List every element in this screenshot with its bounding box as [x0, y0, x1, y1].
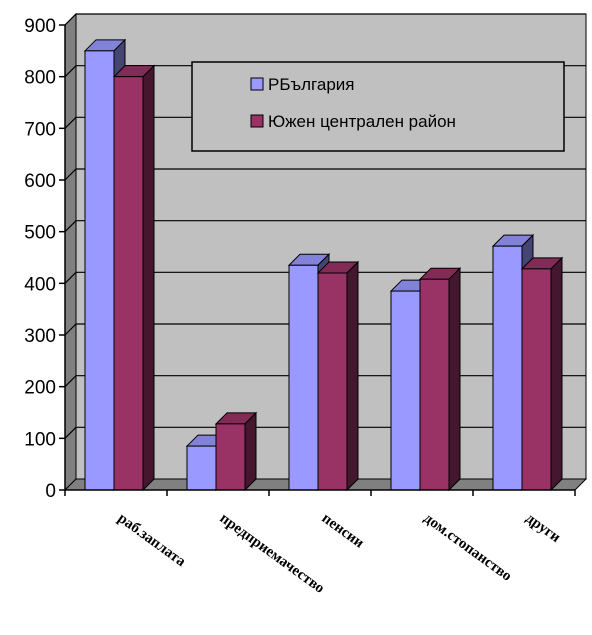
category-label: предприемачество [217, 510, 328, 597]
bar-side [244, 411, 257, 492]
y-axis [59, 24, 66, 491]
legend-swatch [250, 114, 264, 128]
y-tick-label: 900 [24, 16, 56, 37]
legend-box [191, 61, 565, 152]
bars [83, 38, 564, 492]
x-axis [64, 489, 576, 496]
bar-front [113, 76, 144, 491]
bar-side [346, 260, 359, 492]
bar-front [521, 268, 552, 491]
category-label: други [523, 510, 564, 546]
bar [112, 64, 156, 492]
gridline [64, 13, 586, 26]
category-label: пенсии [319, 510, 367, 551]
y-tick-label: 100 [24, 429, 56, 450]
category-label: дом.стопанство [421, 510, 515, 584]
bar-front [492, 245, 523, 491]
bar-front [288, 264, 319, 491]
y-tick-labels: 0 100 200 300 400 500 600 700 800 900 [24, 16, 56, 502]
y-tick-label: 400 [24, 274, 56, 295]
bar-front [419, 278, 450, 491]
y-tick-label: 300 [24, 326, 56, 347]
legend-label: РБългария [268, 75, 354, 94]
bar-front [317, 272, 348, 491]
bar-front [84, 50, 115, 491]
bar [418, 266, 462, 492]
gridline [64, 220, 586, 233]
plot-side-wall [64, 12, 77, 492]
bar [520, 256, 564, 492]
y-tick-label: 200 [24, 378, 56, 399]
bar-side [550, 256, 563, 492]
gridline [64, 271, 586, 284]
bar-front [215, 423, 246, 491]
y-tick-label: 600 [24, 171, 56, 192]
bar-front [390, 290, 421, 491]
bar-side [142, 64, 155, 492]
y-tick-label: 700 [24, 119, 56, 140]
legend-label: Южен централен район [268, 112, 456, 131]
bar [214, 411, 258, 492]
y-tick-label: 500 [24, 223, 56, 244]
gridline [64, 168, 586, 181]
bar-front [186, 445, 217, 491]
legend-swatch [250, 77, 264, 91]
y-tick-label: 800 [24, 68, 56, 89]
legend: РБългария Южен централен район [191, 61, 565, 152]
bar [316, 260, 360, 492]
y-tick-label: 0 [45, 481, 56, 502]
bar-side [448, 266, 461, 492]
category-label: раб.заплата [115, 510, 189, 570]
